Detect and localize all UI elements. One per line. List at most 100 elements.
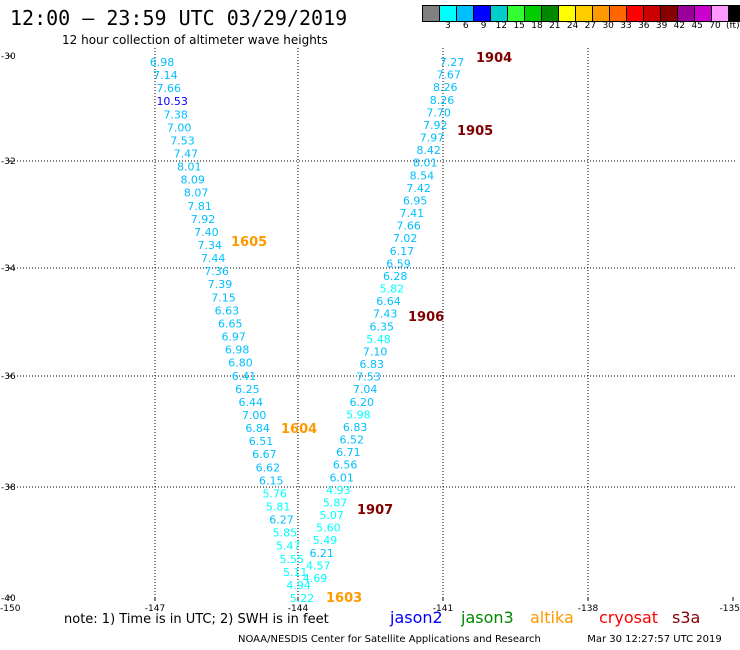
swh-value-label: 7.14 bbox=[153, 69, 178, 82]
swh-value-label: 7.97 bbox=[420, 132, 445, 145]
swh-value-label: 7.47 bbox=[174, 148, 199, 161]
swh-value-label: 6.63 bbox=[215, 304, 240, 317]
swh-value-label: 5.82 bbox=[380, 283, 405, 296]
lon-tick-label: -144 bbox=[288, 604, 309, 614]
swh-value-label: 6.35 bbox=[370, 320, 395, 333]
swh-value-label: 7.00 bbox=[242, 409, 267, 422]
satellite-legend-jason3: jason3 bbox=[461, 608, 514, 627]
satellite-legend-jason2: jason2 bbox=[390, 608, 443, 627]
colorbar-tick: 33 bbox=[620, 21, 632, 31]
swh-value-label: 6.52 bbox=[340, 434, 365, 447]
swh-value-label: 6.83 bbox=[343, 421, 368, 434]
swh-value-label: 6.21 bbox=[309, 547, 334, 560]
swh-value-label: 5.76 bbox=[262, 487, 287, 500]
swh-value-label: 6.64 bbox=[376, 295, 401, 308]
pass-time-label: 1605 bbox=[231, 235, 267, 250]
colorbar-swatch bbox=[661, 6, 678, 21]
swh-value-label: 5.87 bbox=[323, 497, 348, 510]
swh-value-label: 5.22 bbox=[290, 592, 315, 605]
swh-value-label: 6.28 bbox=[383, 270, 408, 283]
pass-time-label: 1904 bbox=[476, 51, 512, 66]
colorbar-tick: 15 bbox=[513, 21, 525, 31]
colorbar-tick: 21 bbox=[549, 21, 561, 31]
swh-value-label: 5.07 bbox=[319, 509, 344, 522]
colorbar-tick: 9 bbox=[480, 21, 487, 31]
swh-value-label: 7.04 bbox=[353, 383, 378, 396]
swh-value-label: 4.69 bbox=[303, 572, 328, 585]
swh-value-label: 4.93 bbox=[326, 484, 351, 497]
swh-value-label: 6.95 bbox=[403, 194, 428, 207]
swh-value-label: 6.80 bbox=[228, 357, 253, 370]
colorbar-swatch bbox=[593, 6, 610, 21]
swh-value-label: 4.94 bbox=[286, 579, 311, 592]
swh-value-label: 8.26 bbox=[433, 81, 458, 94]
lon-tick-label: -147 bbox=[145, 604, 165, 614]
pass-time-label: 1604 bbox=[281, 422, 317, 437]
swh-value-label: 8.42 bbox=[416, 144, 441, 157]
colorbar-swatch bbox=[508, 6, 525, 21]
colorbar-swatch bbox=[491, 6, 508, 21]
colorbar-swatch bbox=[576, 6, 593, 21]
colorbar-swatch bbox=[627, 6, 644, 21]
swh-value-label: 6.56 bbox=[333, 459, 358, 472]
swh-value-label: 7.41 bbox=[400, 207, 425, 220]
swh-value-label: 7.00 bbox=[167, 121, 192, 134]
colorbar-swatch bbox=[474, 6, 491, 21]
swh-value-label: 6.98 bbox=[225, 344, 250, 357]
timestamp-text: Mar 30 12:27:57 UTC 2019 bbox=[587, 634, 722, 645]
colorbar-tick: 3 bbox=[445, 21, 451, 31]
swh-value-label: 7.10 bbox=[363, 346, 388, 359]
swh-value-label: 5.49 bbox=[313, 534, 338, 547]
swh-value-label: 7.66 bbox=[157, 82, 182, 95]
swh-value-label: 5.11 bbox=[283, 566, 308, 579]
swh-value-label: 7.40 bbox=[194, 226, 219, 239]
credit-text: NOAA/NESDIS Center for Satellite Applica… bbox=[238, 634, 541, 645]
lon-tick-label: -150 bbox=[0, 604, 21, 614]
colorbar-tick: 6 bbox=[462, 21, 469, 31]
lat-tick-label: -34 bbox=[1, 264, 16, 274]
swh-value-label: 6.27 bbox=[269, 514, 294, 527]
swh-value-label: 6.62 bbox=[256, 461, 281, 474]
colorbar-swatch bbox=[610, 6, 627, 21]
swh-value-label: 7.81 bbox=[187, 200, 212, 213]
lat-tick-label: -40 bbox=[1, 594, 16, 604]
swh-value-label: 7.38 bbox=[163, 108, 188, 121]
swh-value-label: 7.66 bbox=[396, 220, 421, 233]
swh-value-label: 6.67 bbox=[252, 448, 277, 461]
lat-tick-label: -38 bbox=[1, 483, 16, 493]
swh-value-label: 6.25 bbox=[235, 383, 260, 396]
colorbar-tick: 24 bbox=[566, 21, 579, 31]
swh-value-label: 4.57 bbox=[306, 559, 331, 572]
lon-tick-label: -141 bbox=[433, 604, 453, 614]
swh-value-label: 6.97 bbox=[221, 331, 246, 344]
wave-height-marks: 6.987.147.6610.537.387.007.537.478.018.0… bbox=[150, 56, 465, 605]
swh-value-label: 5.85 bbox=[273, 527, 298, 540]
swh-value-label: 7.53 bbox=[170, 134, 195, 147]
swh-value-label: 6.51 bbox=[249, 435, 274, 448]
swh-value-label: 6.83 bbox=[360, 358, 385, 371]
colorbar-tick: (ft) bbox=[726, 21, 740, 31]
colorbar-tick: 39 bbox=[655, 21, 668, 31]
pass-time-label: 1603 bbox=[326, 591, 362, 606]
colorbar-swatch bbox=[644, 6, 661, 21]
colorbar-swatch bbox=[678, 6, 695, 21]
swh-value-label: 7.44 bbox=[201, 252, 226, 265]
satellite-legend-s3a: s3a bbox=[672, 608, 701, 627]
colorbar-swatch bbox=[457, 6, 474, 21]
swh-value-label: 10.53 bbox=[156, 95, 188, 108]
colorbar-swatch bbox=[695, 6, 712, 21]
swh-value-label: 7.43 bbox=[373, 308, 398, 321]
page-subtitle: 12 hour collection of altimeter wave hei… bbox=[62, 33, 328, 47]
colorbar-tick: 30 bbox=[602, 21, 614, 31]
lat-tick-label: -32 bbox=[1, 157, 16, 167]
swh-value-label: 5.47 bbox=[276, 540, 301, 553]
colorbar-tick: 18 bbox=[531, 21, 543, 31]
swh-value-label: 6.84 bbox=[245, 422, 270, 435]
swh-value-label: 8.54 bbox=[410, 169, 435, 182]
swh-value-label: 5.48 bbox=[366, 333, 391, 346]
swh-value-label: 8.07 bbox=[184, 187, 209, 200]
colorbar-swatch bbox=[440, 6, 457, 21]
time-labels: 1904 1905 1605 1906 1604 1907 1603 bbox=[231, 51, 512, 606]
